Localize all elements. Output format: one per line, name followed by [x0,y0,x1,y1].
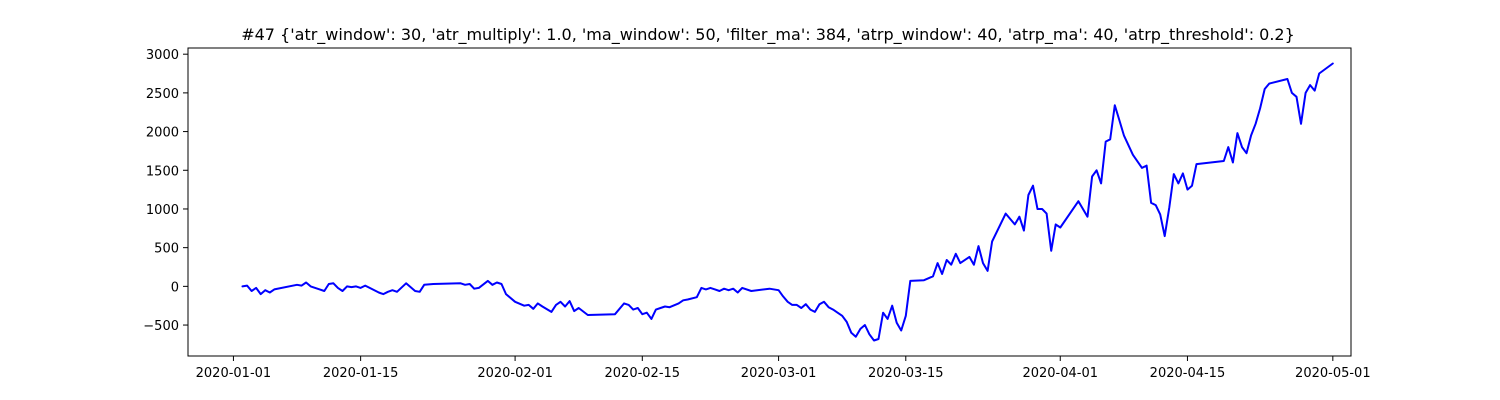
x-tick-label: 2020-05-01 [1295,366,1371,381]
axes-frame [187,47,1352,357]
x-tick-label: 2020-04-15 [1150,366,1226,381]
y-tick-label: 2500 [146,87,179,102]
y-tick-label: 1500 [146,164,179,179]
x-tick-label: 2020-01-15 [323,366,399,381]
y-tick-label: 3000 [146,48,179,63]
y-axis-ticks: −500 0 500 1000 1500 2000 2500 3000 [143,48,188,334]
x-tick-label: 2020-03-15 [868,366,944,381]
plot-area [241,62,1334,342]
x-tick-label: 2020-02-15 [605,366,681,381]
y-tick-label: 0 [171,280,179,295]
y-tick-label: 500 [154,242,179,257]
y-tick-label: 2000 [146,126,179,141]
chart-title: #47 {'atr_window': 30, 'atr_multiply': 1… [241,25,1295,45]
series-line-equity [241,62,1334,342]
x-tick-label: 2020-01-01 [196,366,272,381]
y-tick-label: −500 [143,319,179,334]
x-tick-label: 2020-03-01 [741,366,817,381]
x-axis-ticks: 2020-01-01 2020-01-15 2020-02-01 2020-02-15… [196,356,1371,381]
y-tick-label: 1000 [146,203,179,218]
x-tick-label: 2020-04-01 [1022,366,1098,381]
x-tick-label: 2020-02-01 [477,366,553,381]
